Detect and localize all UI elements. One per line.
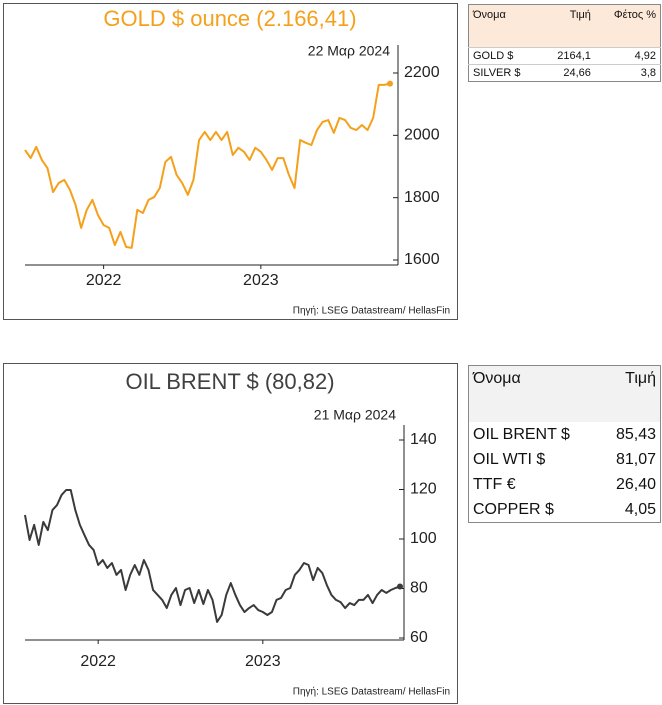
x-tick-label: 2022: [86, 272, 122, 289]
table-body: GOLD $2164,1 4,92 SILVER $24,66 3,8: [468, 47, 661, 82]
end-marker: [397, 583, 403, 590]
chart-title: GOLD $ ounce (2.166,41): [103, 6, 356, 31]
line-series: [24, 488, 401, 623]
table-cell: 24,66: [541, 64, 595, 82]
table-row: OIL WTI $ 81,07: [469, 447, 661, 472]
y-tick-label: 1800: [404, 189, 440, 206]
data-table: Όνομα Τιμή OIL BRENT $ 85,43 OIL WTI $ 81,07 T…: [468, 365, 661, 523]
table-cell: GOLD $: [468, 47, 541, 65]
chart-date: 21 Μαρ 2024: [314, 407, 396, 423]
table-cell: 2164,1: [541, 47, 595, 65]
table-cell: COPPER $: [473, 500, 554, 518]
chart-date: 22 Μαρ 2024: [308, 43, 390, 59]
y-tick-label: 120: [410, 481, 437, 498]
header-cell: Φέτος %: [594, 4, 661, 48]
table-cell: 81,07: [615, 450, 656, 468]
chart-frame: [3, 363, 458, 704]
header-cell: Τιμή: [541, 4, 595, 48]
table-cell: OIL WTI $: [473, 450, 546, 468]
header-cell: Όνομα: [468, 365, 600, 422]
table-head: Όνομα Τιμή: [468, 365, 661, 422]
x-tick-label: 2023: [243, 272, 279, 289]
y-tick-label: 100: [410, 530, 437, 547]
table-cell: 4,05: [624, 500, 656, 518]
table-body: OIL BRENT $ 85,43 OIL WTI $ 81,07 TTF € 26,40…: [469, 422, 661, 523]
table-cell: 26,40: [615, 475, 656, 493]
table-cell: SILVER $: [468, 64, 541, 82]
y-tick-label: 1600: [404, 251, 440, 268]
table-row: OIL BRENT $ 85,43: [469, 422, 661, 447]
table-cell: 4,92: [594, 47, 661, 65]
table-head: Όνομα Τιμή Φέτος %: [468, 4, 661, 48]
table-cell: OIL BRENT $: [473, 425, 570, 443]
chart-frame: [3, 3, 458, 320]
y-tick-label: 2200: [404, 64, 440, 81]
x-tick-label: 2023: [245, 653, 281, 670]
table-row: COPPER $ 4,05: [469, 497, 661, 523]
header-row: Όνομα Τιμή Φέτος %: [468, 4, 661, 48]
chart-source: Πηγή: LSEG Datastream/ HellasFin: [293, 305, 450, 317]
table-cell: TTF €: [473, 475, 516, 493]
table-row: GOLD $2164,1 4,92: [468, 47, 661, 65]
line-series: [24, 82, 391, 249]
table-cell: 85,43: [615, 425, 656, 443]
table-row: SILVER $24,66 3,8: [468, 64, 661, 82]
end-marker: [387, 80, 393, 87]
chart-title: OIL BRENT $ (80,82): [125, 369, 334, 394]
header-cell: Τιμή: [599, 365, 661, 422]
data-table: Όνομα Τιμή Φέτος % GOLD $2164,1 4,92 SILVER $…: [468, 4, 661, 82]
y-tick-label: 140: [410, 431, 437, 448]
y-tick-label: 60: [410, 629, 428, 646]
chart-source: Πηγή: LSEG Datastream/ HellasFin: [293, 686, 450, 698]
y-tick-label: 2000: [404, 127, 440, 144]
header-cell: Όνομα: [468, 4, 541, 48]
table-row: TTF € 26,40: [469, 472, 661, 497]
table-cell: 3,8: [594, 64, 661, 82]
y-tick-label: 80: [410, 580, 428, 597]
x-tick-label: 2022: [80, 653, 116, 670]
header-row: Όνομα Τιμή: [468, 365, 661, 422]
